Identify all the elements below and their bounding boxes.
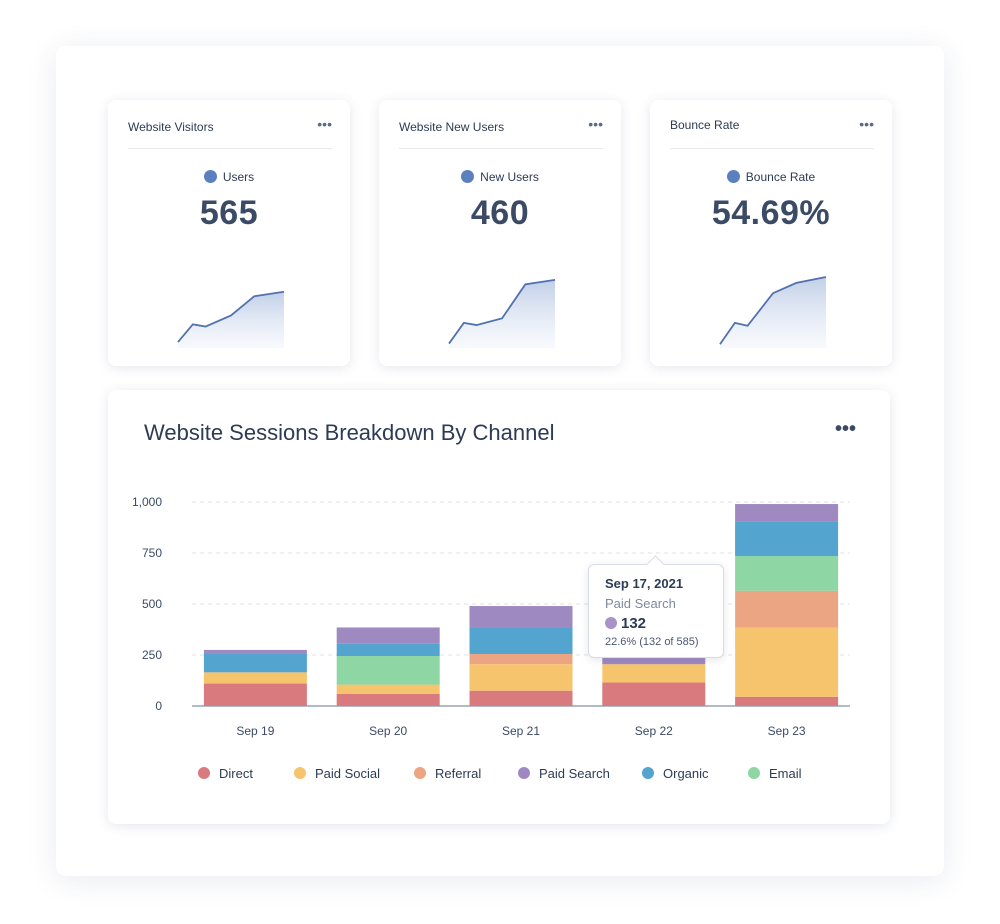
legend-dot-icon [642, 767, 654, 779]
sparkline-chart [177, 290, 285, 348]
sparkline-area [449, 279, 555, 348]
bar-segment-paid-social[interactable] [735, 627, 839, 697]
x-tick-label: Sep 19 [236, 724, 274, 738]
bar-segment-organic[interactable] [469, 627, 573, 654]
sparkline-area [720, 276, 826, 348]
sparkline-area [178, 291, 284, 348]
bar-segment-paid-search[interactable] [336, 627, 440, 644]
legend-item-direct[interactable]: Direct [198, 766, 253, 781]
tooltip-detail: 22.6% (132 of 585) [605, 636, 699, 648]
chart-tooltip: Sep 17, 2021 Paid Search 132 22.6% (132 … [588, 555, 724, 658]
tooltip-value-number: 132 [621, 615, 647, 632]
kpi-value: 54.69% [711, 194, 831, 232]
more-options-icon[interactable]: ••• [317, 116, 332, 132]
y-tick-label: 750 [142, 546, 162, 560]
bar-segment-paid-social[interactable] [336, 684, 440, 694]
legend-label: Direct [219, 766, 253, 781]
tooltip-date: Sep 17, 2021 [605, 576, 684, 591]
kpi-legend: Bounce Rate [650, 170, 892, 184]
x-tick-label: Sep 21 [502, 724, 540, 738]
y-tick-label: 500 [142, 597, 162, 611]
legend-dot-icon [748, 767, 760, 779]
kpi-card-visitors: Website Visitors ••• Users 565 [108, 100, 350, 366]
bar-segment-referral[interactable] [469, 653, 573, 665]
bar-segment-organic[interactable] [336, 643, 440, 657]
sparkline-chart [719, 276, 827, 348]
bar-segment-paid-social[interactable] [469, 664, 573, 691]
divider [670, 148, 874, 149]
legend-dot-icon [294, 767, 306, 779]
legend-item-paid-search[interactable]: Paid Search [518, 766, 610, 781]
sparkline-line [719, 276, 827, 345]
bar-segment-email[interactable] [336, 656, 440, 685]
legend-item-email[interactable]: Email [748, 766, 802, 781]
series-dot-icon [605, 617, 617, 629]
bar-segment-direct[interactable] [203, 683, 307, 706]
y-tick-label: 250 [142, 648, 162, 662]
kpi-legend: Users [108, 170, 350, 184]
stacked-bar-chart: 0 250 500 750 1,000 Sep 19 Sep 20 Sep 21 Sep 22 S… [132, 495, 850, 738]
legend-label: Email [769, 766, 802, 781]
sparkline-line [448, 279, 556, 345]
kpi-value: 460 [470, 194, 530, 232]
legend-label: Referral [435, 766, 482, 781]
bar-segment-direct[interactable] [735, 696, 839, 706]
bar-segment-paid-search[interactable] [602, 658, 706, 665]
kpi-legend: New Users [379, 170, 621, 184]
legend-dot-icon [198, 767, 210, 779]
kpi-card-new-users: Website New Users ••• New Users 460 [379, 100, 621, 366]
bar-segment-direct[interactable] [336, 693, 440, 706]
bar-segment-paid-social[interactable] [203, 672, 307, 684]
bar-segment-paid-search[interactable] [469, 606, 573, 628]
more-options-icon[interactable]: ••• [588, 116, 603, 132]
divider [399, 148, 603, 149]
chart-title: Website Sessions Breakdown By Channel [144, 420, 555, 445]
kpi-title: Website Visitors [128, 120, 214, 134]
x-tick-label: Sep 20 [369, 724, 407, 738]
legend-label: Organic [663, 766, 709, 781]
bar-segment-paid-social[interactable] [602, 664, 706, 683]
sessions-chart-card: Website Sessions Breakdown By Channel ••… [108, 390, 890, 824]
divider [128, 148, 332, 149]
bar-segment-direct[interactable] [602, 682, 706, 706]
bar-segment-email[interactable] [735, 556, 839, 591]
bar-segment-referral[interactable] [735, 590, 839, 628]
bar-segment-paid-search[interactable] [735, 504, 839, 522]
x-tick-label: Sep 23 [768, 724, 806, 738]
more-options-icon[interactable]: ••• [834, 418, 856, 440]
legend-dot-icon [414, 767, 426, 779]
chart-legend: Direct Paid Social Referral Paid Search Orga… [108, 766, 890, 786]
bar-segment-direct[interactable] [469, 690, 573, 706]
legend-item-organic[interactable]: Organic [642, 766, 709, 781]
bar-segment-organic[interactable] [203, 653, 307, 673]
legend-item-referral[interactable]: Referral [414, 766, 481, 781]
sparkline-chart [448, 279, 556, 348]
y-tick-label: 0 [155, 699, 162, 713]
sparkline-line [177, 290, 285, 343]
legend-dot-icon [461, 170, 475, 183]
legend-label: Paid Search [539, 766, 610, 781]
legend-item-paid-social[interactable]: Paid Social [294, 766, 380, 781]
kpi-legend-label: New Users [480, 170, 539, 184]
tooltip-value: 132 [605, 615, 646, 632]
kpi-legend-label: Users [222, 170, 255, 184]
legend-dot-icon [203, 170, 217, 183]
legend-label: Paid Social [315, 766, 381, 781]
kpi-legend-label: Bounce Rate [745, 170, 816, 184]
kpi-card-bounce-rate: Bounce Rate ••• Bounce Rate 54.69% [650, 100, 892, 366]
y-tick-label: 1,000 [132, 495, 162, 509]
more-options-icon[interactable]: ••• [859, 116, 874, 132]
kpi-title: Bounce Rate [670, 118, 740, 132]
bar-segment-paid-search[interactable] [203, 649, 307, 654]
kpi-value: 565 [199, 194, 259, 232]
legend-dot-icon [518, 767, 530, 779]
kpi-title: Website New Users [399, 120, 505, 134]
bar-segment-organic[interactable] [735, 521, 839, 557]
legend-dot-icon [726, 170, 740, 183]
tooltip-series: Paid Search [605, 596, 676, 611]
x-tick-label: Sep 22 [635, 724, 673, 738]
